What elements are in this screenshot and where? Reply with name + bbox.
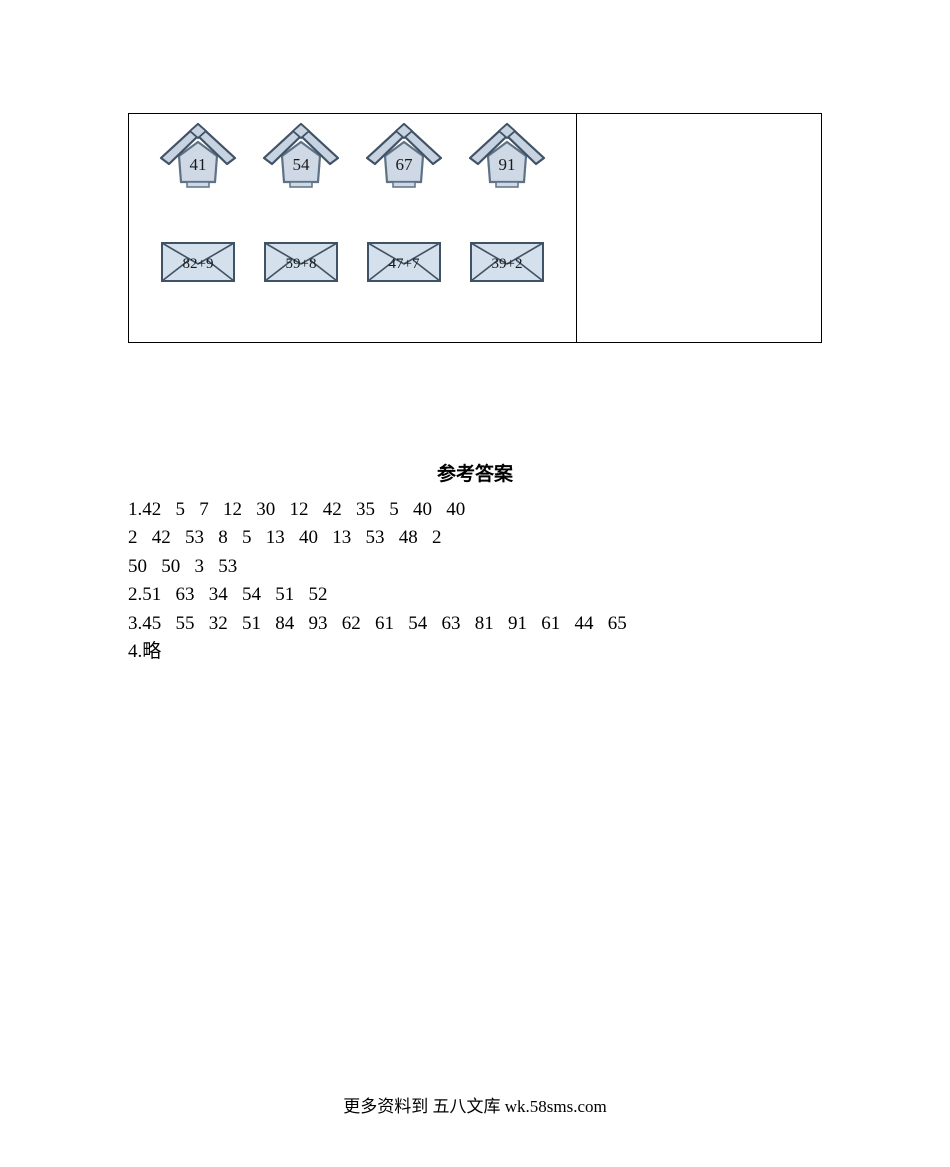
- svg-text:59+8: 59+8: [286, 256, 317, 272]
- envelopes-row: 82+9 59+8 47+7 39+2: [129, 240, 576, 284]
- svg-text:39+2: 39+2: [491, 256, 522, 272]
- answer-line: 3.45 55 32 51 84 93 62 61 54 63 81 91 61…: [128, 610, 822, 639]
- answers-heading: 参考答案: [128, 461, 822, 490]
- house-icon: 54: [260, 118, 342, 196]
- answer-line: 2 42 53 8 5 13 40 13 53 48 2: [128, 524, 822, 553]
- house-icon: 41: [157, 118, 239, 196]
- svg-text:82+9: 82+9: [183, 256, 214, 272]
- svg-text:54: 54: [293, 155, 311, 174]
- envelope-icon: 59+8: [262, 240, 340, 284]
- house-icon: 91: [466, 118, 548, 196]
- envelope-icon: 39+2: [468, 240, 546, 284]
- svg-text:47+7: 47+7: [388, 256, 419, 272]
- envelope-icon: 82+9: [159, 240, 237, 284]
- figure-right-cell: [577, 114, 821, 342]
- footer-text: 更多资料到 五八文库 wk.58sms.com: [0, 1092, 950, 1117]
- svg-text:91: 91: [498, 155, 515, 174]
- figure-box: 41 54 67: [128, 113, 822, 343]
- figure-left-cell: 41 54 67: [129, 114, 577, 342]
- house-icon: 67: [363, 118, 445, 196]
- answer-line: 1.42 5 7 12 30 12 42 35 5 40 40: [128, 496, 822, 525]
- houses-row: 41 54 67: [129, 118, 576, 196]
- envelope-icon: 47+7: [365, 240, 443, 284]
- svg-text:67: 67: [395, 155, 413, 174]
- answers-section: 参考答案 1.42 5 7 12 30 12 42 35 5 40 402 42…: [128, 461, 822, 667]
- answer-line: 50 50 3 53: [128, 553, 822, 582]
- answer-line: 4.略: [128, 638, 822, 667]
- answer-line: 2.51 63 34 54 51 52: [128, 581, 822, 610]
- svg-text:41: 41: [190, 155, 207, 174]
